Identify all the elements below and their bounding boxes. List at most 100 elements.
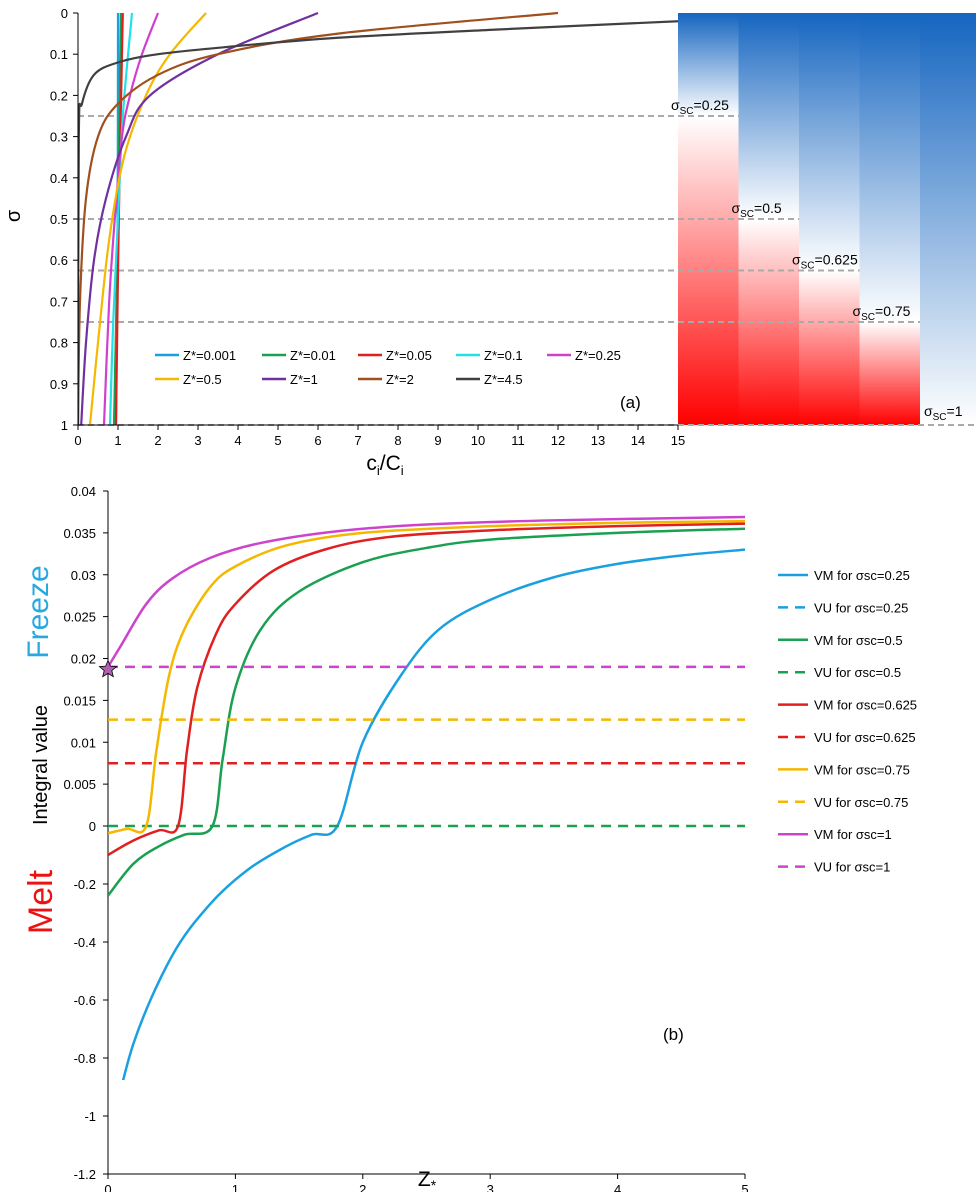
legend-label-z-2: Z*=2 (386, 372, 414, 387)
column-blue-0-25 (678, 13, 739, 116)
panel-b-x-tick-label: 3 (487, 1182, 494, 1192)
panel-a-tick-labels: 00.10.20.30.40.50.60.70.80.910 1 2 3 4 5 6 7 8 9 1… (50, 6, 685, 448)
legend-label-vu-for-sc-0-625: VU for σsc=0.625 (814, 730, 916, 745)
panel-a-y-tick-label: 0.1 (50, 47, 68, 62)
panel-b-label: (b) (663, 1025, 684, 1044)
freeze-label: Freeze (22, 565, 55, 658)
panel-a-y-tick-label: 0.2 (50, 88, 68, 103)
curve-z-4-5 (78, 20, 678, 425)
sigma-sc-symbol: σ (853, 303, 862, 319)
panel-b-xlabel: Z* (418, 1168, 437, 1192)
concentration-curves (78, 11, 678, 425)
legend-label-vm-for-sc-0-5: VM for σsc=0.5 (814, 633, 903, 648)
panel-b-x-tick-label: 2 (359, 1182, 366, 1192)
panel-a-x-tick-label: 4 (234, 433, 241, 448)
panel-b-x-tick-label: 1 (232, 1182, 239, 1192)
column-blue-0-625 (799, 13, 860, 271)
integral-curves (108, 515, 745, 1080)
panel-a-x-tick-label: 8 (394, 433, 401, 448)
sigma-sc-subscript: SC (801, 261, 815, 272)
legend-label-z-0-05: Z*=0.05 (386, 348, 432, 363)
panel-a-xlabel: ci/Ci (366, 452, 403, 478)
panel-a-y-tick-label: 0 (61, 6, 68, 21)
panel-b-x-tick-label: 5 (741, 1182, 748, 1192)
curve-z-0-5 (88, 12, 207, 425)
panel-a-label: (a) (620, 393, 641, 412)
panel-a-x-tick-label: 10 (471, 433, 485, 448)
curve-z-0-1 (108, 12, 134, 425)
sigma-sc-subscript: SC (740, 209, 754, 220)
sigma-sc-value: =1 (947, 403, 963, 419)
star-marker (98, 659, 118, 678)
panel-a-ylabel: σ (3, 209, 25, 222)
panel-b-y-tick-label: 0.005 (63, 777, 96, 792)
panel-a-axes (73, 12, 679, 430)
sigma-sc-dashed-lines (78, 115, 975, 426)
panel-a-x-tick-label: 11 (511, 433, 525, 448)
legend-label-vu-for-sc-1: VU for σsc=1 (814, 860, 890, 875)
legend-label-vu-for-sc-0-75: VU for σsc=0.75 (814, 795, 908, 810)
legend-label-vm-for-sc-0-75: VM for σsc=0.75 (814, 762, 910, 777)
sigma-sc-symbol: σ (732, 200, 741, 216)
panel-a: 00.10.20.30.40.50.60.70.80.910 1 2 3 4 5 6 7 8 9 1… (3, 6, 976, 478)
panel-b-tick-labels: 0.04 0.035 0.03 0.025 0.02 0.015 0.01 0.005 0 -0.… (63, 484, 748, 1192)
panel-b-y-tick-label: -0.6 (74, 993, 96, 1008)
panel-b-y-tick-label: 0.02 (71, 652, 96, 667)
panel-a-y-tick-label: 0.9 (50, 377, 68, 392)
sigma-sc-label-0-625: σSC=0.625 (792, 252, 858, 272)
panel-a-y-tick-label: 1 (61, 418, 68, 433)
panel-a-x-tick-label: 7 (354, 433, 361, 448)
column-blue-0-75 (859, 13, 921, 322)
legend-label-z-0-1: Z*=0.1 (484, 348, 523, 363)
curve-vm-for-sc-0-5 (108, 527, 745, 897)
curve-vm-for-sc-0-25 (121, 548, 745, 1080)
panel-a-x-tick-label: 12 (551, 433, 565, 448)
curve-vm-for-sc-0-75 (108, 519, 745, 835)
column-red-0-75 (859, 322, 921, 425)
panel-b-y-tick-label: 0.035 (63, 526, 96, 541)
panel-b-x-tick-label: 4 (614, 1182, 621, 1192)
panel-b-y-tick-label: 0.03 (71, 568, 96, 583)
panel-a-legend: Z*=0.001 Z*=0.01 Z*=0.05 Z*=0.1 Z*=0.25 Z*=0.… (155, 348, 621, 387)
sigma-sc-subscript: SC (680, 106, 694, 117)
sigma-sc-value: =0.625 (815, 252, 858, 268)
panel-b-y-tick-label: -1 (84, 1109, 96, 1124)
panel-a-y-tick-label: 0.6 (50, 253, 68, 268)
panel-b-y-tick-label: -0.2 (74, 877, 96, 892)
panel-a-x-tick-label: 14 (631, 433, 645, 448)
panel-a-x-tick-label: 1 (114, 433, 121, 448)
panel-b-y-tick-label: 0.01 (71, 735, 96, 750)
legend-label-vu-for-sc-0-5: VU for σsc=0.5 (814, 665, 901, 680)
legend-label-vu-for-sc-0-25: VU for σsc=0.25 (814, 600, 908, 615)
sigma-sc-value: =0.75 (875, 303, 911, 319)
sigma-sc-symbol: σ (792, 252, 801, 268)
panel-b-y-tick-label: 0.025 (63, 610, 96, 625)
panel-a-x-tick-label: 2 (154, 433, 161, 448)
legend-label-vm-for-sc-0-625: VM for σsc=0.625 (814, 698, 917, 713)
panel-b-ylabel: Integral value (30, 705, 52, 825)
curve-vm-for-sc-0-625 (108, 522, 745, 857)
panel-a-x-tick-label: 5 (274, 433, 281, 448)
sigma-sc-label-0-75: σSC=0.75 (853, 303, 911, 323)
panel-b-y-tick-label: -0.8 (74, 1051, 96, 1066)
legend-label-z-1: Z*=1 (290, 372, 318, 387)
panel-a-y-tick-label: 0.4 (50, 171, 68, 186)
panel-a-x-tick-label: 3 (194, 433, 201, 448)
sigma-sc-symbol: σ (671, 97, 680, 113)
panel-b-y-tick-label: -1.2 (74, 1167, 96, 1182)
sigma-sc-symbol: σ (924, 403, 933, 419)
legend-label-z-0-25: Z*=0.25 (575, 348, 621, 363)
legend-label-z-0-01: Z*=0.01 (290, 348, 336, 363)
column-blue-sigma-1 (920, 13, 976, 425)
sigma-sc-subscript: SC (933, 412, 947, 423)
legend-label-z-0-5: Z*=0.5 (183, 372, 222, 387)
panel-b-legend: VM for σsc=0.25 VU for σsc=0.25 VM for σsc… (778, 568, 917, 875)
star-icon (98, 659, 118, 678)
sigma-sc-label-0-25: σSC=0.25 (671, 97, 729, 117)
panel-a-y-tick-label: 0.7 (50, 294, 68, 309)
column-red-0-625 (799, 270, 860, 425)
sigma-sc-label-1: σSC=1 (924, 403, 963, 423)
panel-b-y-tick-label: 0 (89, 819, 96, 834)
sigma-sc-label-0-5: σSC=0.5 (732, 200, 782, 220)
